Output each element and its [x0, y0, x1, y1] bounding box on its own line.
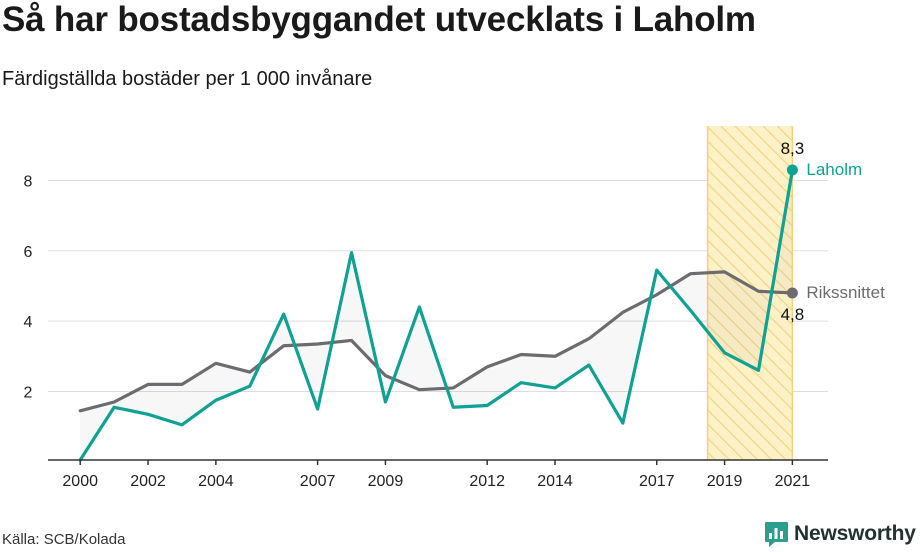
x-tick-label: 2012 — [469, 473, 505, 490]
x-tick-label: 2007 — [300, 473, 336, 490]
x-tick-label: 2017 — [639, 473, 675, 490]
data-label-laholm-last: 8,3 — [781, 139, 805, 158]
labels-layer: Laholm Rikssnittet 8,3 4,8 — [781, 139, 886, 324]
source-note: Källa: SCB/Kolada — [2, 531, 126, 548]
x-tick-label: 2004 — [198, 473, 234, 490]
series-end-point-laholm — [786, 164, 798, 176]
series-line-laholm — [78, 168, 794, 462]
y-tick-label: 6 — [24, 244, 33, 261]
data-label-rikssnittet-last: 4,8 — [781, 305, 805, 324]
x-tick-label: 2021 — [775, 473, 811, 490]
x-tick-label: 2009 — [368, 473, 404, 490]
newsworthy-logo: Newsworthy — [764, 520, 916, 548]
y-tick-label: 4 — [24, 314, 33, 331]
x-tick-label: 2000 — [62, 473, 98, 490]
x-tick-label: 2019 — [707, 473, 743, 490]
chart-subtitle: Färdigställda bostäder per 1 000 invånar… — [2, 68, 373, 90]
newsworthy-logo-icon — [765, 521, 788, 547]
chart-title: Så har bostadsbyggandet utvecklats i Lah… — [2, 0, 756, 39]
difference-area — [80, 169, 793, 460]
y-tick-label: 8 — [24, 173, 33, 190]
newsworthy-logo-text: Newsworthy — [794, 522, 916, 545]
series-line-rikssnittet — [78, 270, 794, 413]
series-name-label-rikssnittet: Rikssnittet — [806, 283, 885, 302]
series-end-point-rikssnittet — [786, 287, 798, 299]
axis-layer: 2 4 6 8 2000 2002 2004 2007 2009 2012 2014 2017 2019… — [24, 173, 828, 490]
x-tick-label: 2014 — [537, 473, 573, 490]
series-name-label-laholm: Laholm — [806, 160, 862, 179]
x-tick-label: 2002 — [130, 473, 166, 490]
y-tick-label: 2 — [24, 384, 33, 401]
series-lines-layer — [78, 164, 798, 462]
difference-area-layer — [80, 169, 793, 460]
